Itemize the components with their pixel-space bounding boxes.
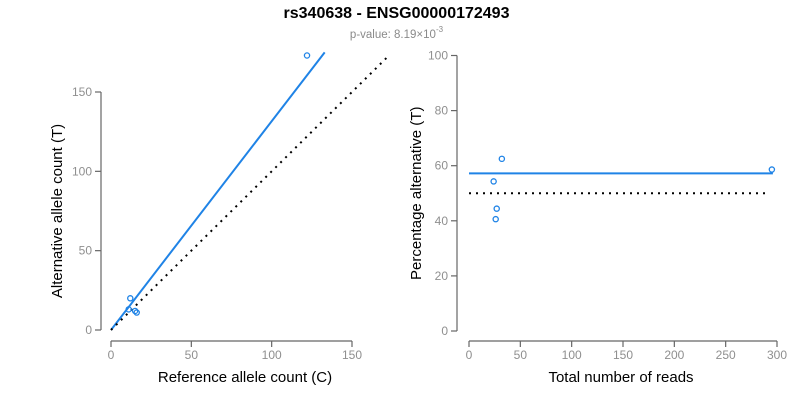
left-plot-panel: 0 50 100 150 0 50 100 150 Reference allele count… xyxy=(49,51,389,386)
y-axis-title: Alternative allele count (T) xyxy=(49,124,66,298)
data-point xyxy=(768,166,776,173)
y-tick-label: 60 xyxy=(435,159,449,173)
data-point xyxy=(498,155,506,163)
y-tick-label: 50 xyxy=(79,244,93,258)
p-value-label: p-value: 8.19×10-3 xyxy=(0,25,793,41)
x-tick-label: 200 xyxy=(664,348,684,362)
x-tick-label: 100 xyxy=(562,348,582,362)
x-axis-title: Reference allele count (C) xyxy=(158,369,332,386)
data-point xyxy=(490,178,497,185)
data-point xyxy=(133,309,140,316)
data-point xyxy=(125,306,132,313)
x-tick-label: 50 xyxy=(185,348,199,362)
data-point xyxy=(127,295,134,302)
x-tick-label: 0 xyxy=(466,348,473,362)
data-point xyxy=(131,307,139,315)
x-tick-label: 0 xyxy=(108,348,115,362)
fitted-line xyxy=(110,51,326,331)
p-value-exponent: -3 xyxy=(435,25,444,34)
x-tick-label: 250 xyxy=(716,348,736,362)
identity-line xyxy=(110,56,389,331)
y-tick-label: 20 xyxy=(435,269,449,283)
p-value-mantissa: 8.19 xyxy=(394,28,417,41)
right-plot-panel: 0 50 100 150 200 250 300 0 20 40 60 80 100 Total numb… xyxy=(408,49,787,387)
y-axis-title: Percentage alternative (T) xyxy=(408,107,425,280)
x-tick-label: 100 xyxy=(262,348,282,362)
data-point xyxy=(303,52,311,59)
data-point xyxy=(493,205,500,212)
x-tick-label: 150 xyxy=(342,348,362,362)
y-tick-label: 0 xyxy=(85,323,92,337)
y-tick-label: 100 xyxy=(428,49,448,63)
y-tick-label: 0 xyxy=(441,324,448,338)
x-tick-label: 300 xyxy=(767,348,787,362)
figure-title: rs340638 - ENSG00000172493 xyxy=(283,5,510,22)
y-tick-label: 40 xyxy=(435,214,449,228)
data-point xyxy=(492,215,499,223)
y-tick-label: 150 xyxy=(72,85,92,99)
p-value-prefix: p-value: xyxy=(349,28,395,41)
x-axis-title: Total number of reads xyxy=(548,369,693,386)
p-value-times: ×10 xyxy=(416,28,436,41)
x-tick-label: 150 xyxy=(613,348,633,362)
x-tick-label: 50 xyxy=(514,348,528,362)
y-tick-label: 80 xyxy=(435,104,449,118)
y-tick-label: 100 xyxy=(72,164,92,178)
